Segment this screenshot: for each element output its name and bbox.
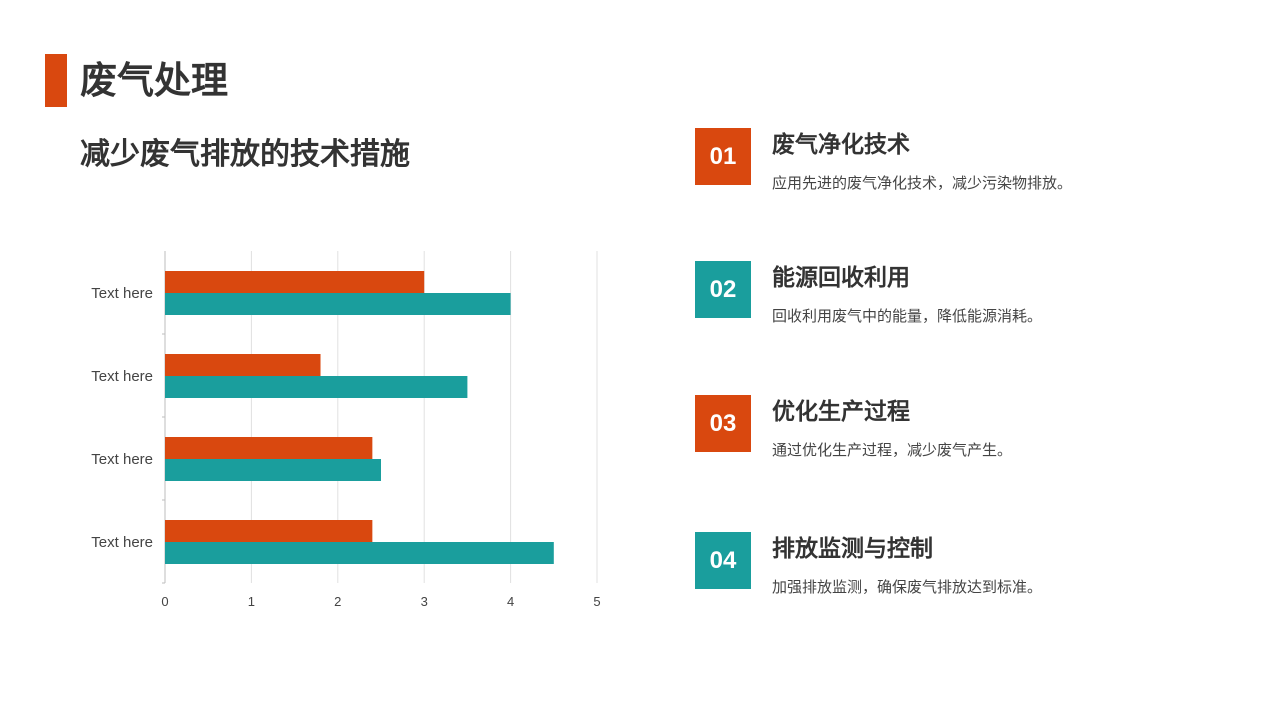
point-item-2: 02 能源回收利用 回收利用废气中的能量，降低能源消耗。 (695, 261, 1195, 325)
point-heading: 优化生产过程 (772, 399, 910, 425)
chart-bar (165, 437, 373, 459)
point-item-1: 01 废气净化技术 应用先进的废气净化技术，减少污染物排放。 (695, 128, 1195, 192)
point-number-badge: 02 (695, 261, 751, 318)
point-item-3: 03 优化生产过程 通过优化生产过程，减少废气产生。 (695, 395, 1195, 459)
chart-bar (165, 293, 511, 315)
chart-bar (165, 520, 373, 542)
point-number-badge: 04 (695, 532, 751, 589)
point-heading: 排放监测与控制 (772, 536, 933, 562)
point-heading: 废气净化技术 (772, 132, 910, 158)
page-title: 废气处理 (80, 59, 228, 102)
chart-category-label: Text here (91, 534, 153, 551)
chart-category-label: Text here (91, 368, 153, 385)
point-item-4: 04 排放监测与控制 加强排放监测，确保废气排放达到标准。 (695, 532, 1195, 596)
chart-x-tick-label: 5 (593, 594, 600, 609)
point-description: 回收利用废气中的能量，降低能源消耗。 (772, 307, 1043, 325)
chart-x-tick-label: 4 (507, 594, 514, 609)
point-number-badge: 01 (695, 128, 751, 185)
chart-x-tick-label: 3 (421, 594, 428, 609)
chart-bar (165, 542, 554, 564)
title-accent-bar (45, 54, 67, 107)
chart-bar (165, 459, 381, 481)
page-subtitle: 减少废气排放的技术措施 (80, 137, 410, 172)
point-description: 加强排放监测，确保废气排放达到标准。 (772, 578, 1043, 596)
chart-x-tick-label: 1 (248, 594, 255, 609)
chart-x-tick-label: 2 (334, 594, 341, 609)
chart-bar (165, 354, 321, 376)
chart-category-label: Text here (91, 285, 153, 302)
point-description: 应用先进的废气净化技术，减少污染物排放。 (772, 174, 1073, 192)
point-number-badge: 03 (695, 395, 751, 452)
chart-x-tick-label: 0 (161, 594, 168, 609)
chart-bar (165, 376, 468, 398)
point-heading: 能源回收利用 (772, 265, 910, 291)
point-description: 通过优化生产过程，减少废气产生。 (772, 441, 1013, 459)
chart-bar (165, 271, 425, 293)
chart-category-label: Text here (91, 451, 153, 468)
